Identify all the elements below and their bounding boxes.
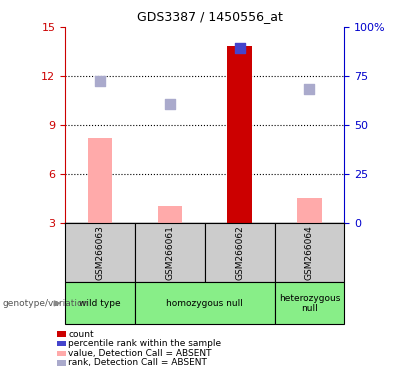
Text: GSM266062: GSM266062 bbox=[235, 225, 244, 280]
Bar bbox=[228, 46, 252, 223]
Text: wild type: wild type bbox=[79, 299, 121, 308]
Point bbox=[166, 101, 173, 107]
Text: count: count bbox=[68, 329, 94, 339]
Bar bbox=[297, 198, 322, 223]
Text: rank, Detection Call = ABSENT: rank, Detection Call = ABSENT bbox=[68, 358, 207, 367]
Text: GSM266061: GSM266061 bbox=[165, 225, 174, 280]
Text: genotype/variation: genotype/variation bbox=[2, 299, 88, 308]
Text: heterozygous
null: heterozygous null bbox=[279, 294, 340, 313]
Text: GDS3387 / 1450556_at: GDS3387 / 1450556_at bbox=[137, 10, 283, 23]
Text: value, Detection Call = ABSENT: value, Detection Call = ABSENT bbox=[68, 349, 212, 358]
Point bbox=[306, 86, 313, 92]
Text: percentile rank within the sample: percentile rank within the sample bbox=[68, 339, 222, 348]
Bar bbox=[88, 138, 112, 223]
Bar bbox=[158, 207, 182, 223]
Text: homozygous null: homozygous null bbox=[166, 299, 243, 308]
Text: GSM266063: GSM266063 bbox=[95, 225, 105, 280]
Point bbox=[97, 78, 103, 84]
Point bbox=[236, 45, 243, 51]
Text: GSM266064: GSM266064 bbox=[305, 225, 314, 280]
